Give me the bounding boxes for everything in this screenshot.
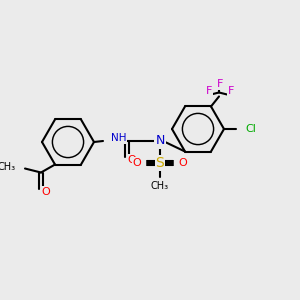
Text: F: F: [206, 86, 212, 97]
Text: S: S: [156, 156, 164, 170]
Text: NH: NH: [111, 133, 127, 143]
Text: O: O: [178, 158, 188, 168]
Text: N: N: [155, 134, 165, 148]
Text: CH₃: CH₃: [0, 161, 16, 172]
Text: F: F: [228, 86, 234, 97]
Text: O: O: [42, 187, 50, 196]
Text: Cl: Cl: [245, 124, 256, 134]
Text: CH₃: CH₃: [151, 181, 169, 191]
Text: O: O: [128, 155, 136, 165]
Text: O: O: [133, 158, 141, 168]
Text: F: F: [217, 80, 223, 89]
